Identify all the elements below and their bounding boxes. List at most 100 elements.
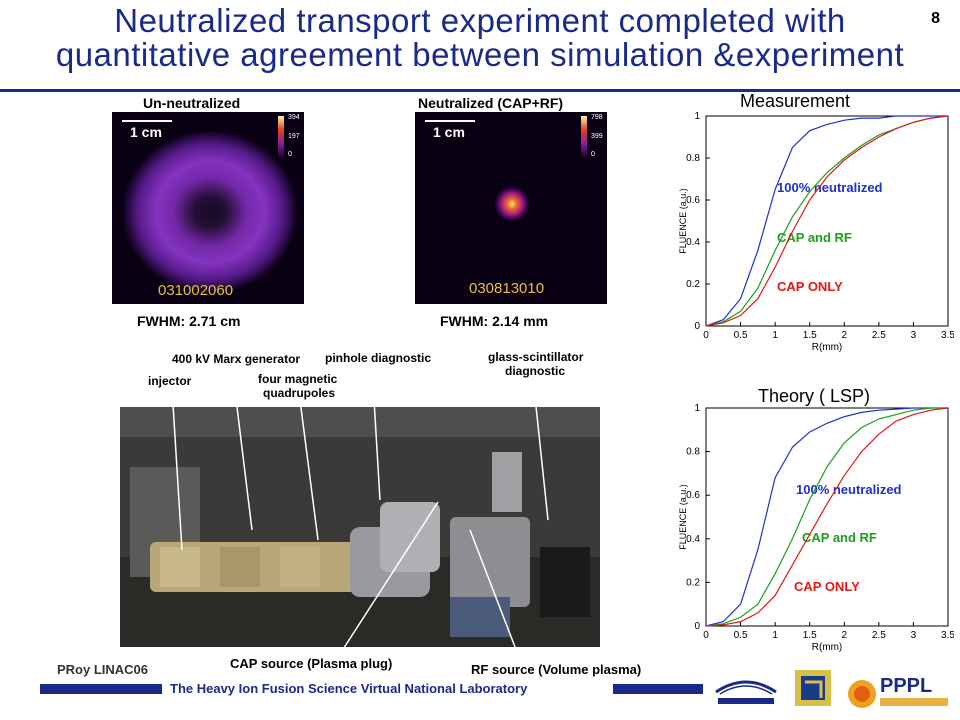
y-axis-label: FLUENCE (a.u.) [678, 188, 688, 254]
callout-glass-1: glass-scintillator [488, 350, 584, 364]
leader-cap-source [339, 501, 439, 655]
colorbar-mid: 197 [288, 133, 300, 140]
slide-title: Neutralized transport experiment complet… [0, 4, 960, 72]
scale-bar [425, 120, 475, 122]
x-tick-label: 2 [842, 630, 848, 641]
y-tick-label: 0.4 [686, 534, 700, 545]
x-tick-label: 2 [842, 330, 848, 341]
colorbar-mid: 399 [591, 133, 603, 140]
series-label-1: CAP and RF [802, 530, 877, 545]
x-tick-label: 2.5 [872, 330, 886, 341]
y-tick-label: 0.2 [686, 577, 700, 588]
colorbar [581, 116, 587, 158]
colorbar-min: 0 [288, 151, 292, 158]
unneutralized-beam-image: 1 cm 394 197 0 031002060 [112, 112, 304, 304]
lab-name: The Heavy Ion Fusion Science Virtual Nat… [170, 681, 528, 696]
spot-beam-profile [494, 186, 530, 222]
apparatus-illustration [120, 407, 600, 647]
measurement-chart: 0 0.5 1 1.5 2 2.5 3 3.5 0 0.2 0.4 0.6 0.8 1 R(mm) FLUEN… [678, 111, 954, 353]
footer-bar-right [613, 684, 703, 694]
title-divider [0, 89, 960, 92]
scale-bar [122, 120, 172, 122]
y-tick-label: 1 [694, 403, 700, 414]
leader-rf-source [469, 529, 521, 661]
llnl-logo [795, 670, 831, 706]
series-line-0 [705, 407, 948, 627]
svg-text:PPPL: PPPL [880, 675, 932, 697]
series-label-0: 100% neutralized [777, 180, 883, 195]
pppl-logo: PPPL [842, 668, 952, 712]
y-tick-label: 0.8 [686, 153, 700, 164]
plot-frame [705, 407, 949, 627]
slide-title-line2: quantitative agreement between simulatio… [55, 36, 905, 73]
leader-pinhole [371, 365, 381, 501]
colorbar [278, 116, 284, 158]
callout-injector: injector [148, 374, 192, 388]
experiment-photo [120, 407, 600, 647]
x-tick-label: 3 [911, 630, 917, 641]
x-tick-label: 0.5 [734, 630, 748, 641]
theory-chart: 0 0.5 1 1.5 2 2.5 3 3.5 0 0.2 0.4 0.6 0.8 1 R(mm) FLUEN… [678, 403, 954, 653]
chart-title-theory: Theory ( LSP) [758, 386, 871, 406]
series-label-0: 100% neutralized [796, 482, 902, 497]
x-tick-label: 1 [772, 630, 778, 641]
shot-id: 031002060 [158, 282, 234, 299]
berkeley-lab-logo [712, 668, 780, 708]
series-label-1: CAP and RF [777, 230, 852, 245]
x-tick-label: 2.5 [872, 630, 886, 641]
x-tick-label: 1.5 [803, 630, 817, 641]
x-tick-label: 1 [772, 330, 778, 341]
unneutralized-header: Un-neutralized [143, 95, 241, 111]
leader-quads [299, 399, 319, 541]
callout-pinhole: pinhole diagnostic [325, 351, 432, 365]
slide-title-line1: Neutralized transport experiment complet… [114, 2, 846, 39]
footer-bar-left [40, 684, 162, 694]
callout-quads-2: quadrupoles [263, 386, 336, 400]
leader-marx [231, 365, 253, 531]
series-line-2 [705, 115, 949, 327]
y-tick-label: 0.4 [686, 237, 700, 248]
shot-id: 030813010 [469, 280, 545, 297]
x-axis-label: R(mm) [812, 642, 843, 653]
x-tick-label: 3.5 [941, 630, 954, 641]
donut-beam-profile [122, 130, 298, 294]
x-tick-label: 3 [911, 330, 917, 341]
x-tick-label: 0 [703, 630, 709, 641]
series-line-0 [705, 115, 948, 327]
callout-quads-1: four magnetic [258, 372, 338, 386]
x-axis-label: R(mm) [812, 342, 843, 353]
x-tick-label: 3.5 [941, 330, 954, 341]
author-label: PRoy LINAC06 [57, 662, 149, 677]
y-axis-label: FLUENCE (a.u.) [678, 484, 688, 550]
x-tick-label: 0 [703, 330, 709, 341]
leader-glass [532, 377, 549, 521]
leader-injector [171, 387, 183, 551]
series-label-2: CAP ONLY [794, 579, 860, 594]
scale-label: 1 cm [433, 124, 465, 140]
slide-number: 8 [931, 10, 940, 27]
y-tick-label: 0.8 [686, 447, 700, 458]
neutralized-beam-image: 1 cm 798 399 0 030813010 [415, 112, 607, 304]
scale-label: 1 cm [130, 124, 162, 140]
x-tick-label: 1.5 [803, 330, 817, 341]
series-label-2: CAP ONLY [777, 279, 843, 294]
colorbar-min: 0 [591, 151, 595, 158]
y-tick-label: 1 [694, 111, 700, 122]
y-tick-label: 0.6 [686, 490, 700, 501]
unneutralized-fwhm: FWHM: 2.71 cm [137, 313, 241, 329]
colorbar-max: 798 [591, 114, 603, 121]
callout-cap-source: CAP source (Plasma plug) [230, 656, 393, 671]
neutralized-header: Neutralized (CAP+RF) [418, 95, 564, 111]
series-line-1 [705, 407, 948, 627]
y-tick-label: 0 [694, 321, 700, 332]
callout-glass-2: diagnostic [505, 364, 566, 378]
chart-title-measurement: Measurement [740, 91, 851, 111]
callout-rf-source: RF source (Volume plasma) [471, 662, 642, 677]
neutralized-fwhm: FWHM: 2.14 mm [440, 313, 549, 329]
colorbar-max: 394 [288, 114, 300, 121]
y-tick-label: 0.2 [686, 279, 700, 290]
y-tick-label: 0.6 [686, 195, 700, 206]
y-tick-label: 0 [694, 621, 700, 632]
series-line-2 [705, 407, 949, 627]
